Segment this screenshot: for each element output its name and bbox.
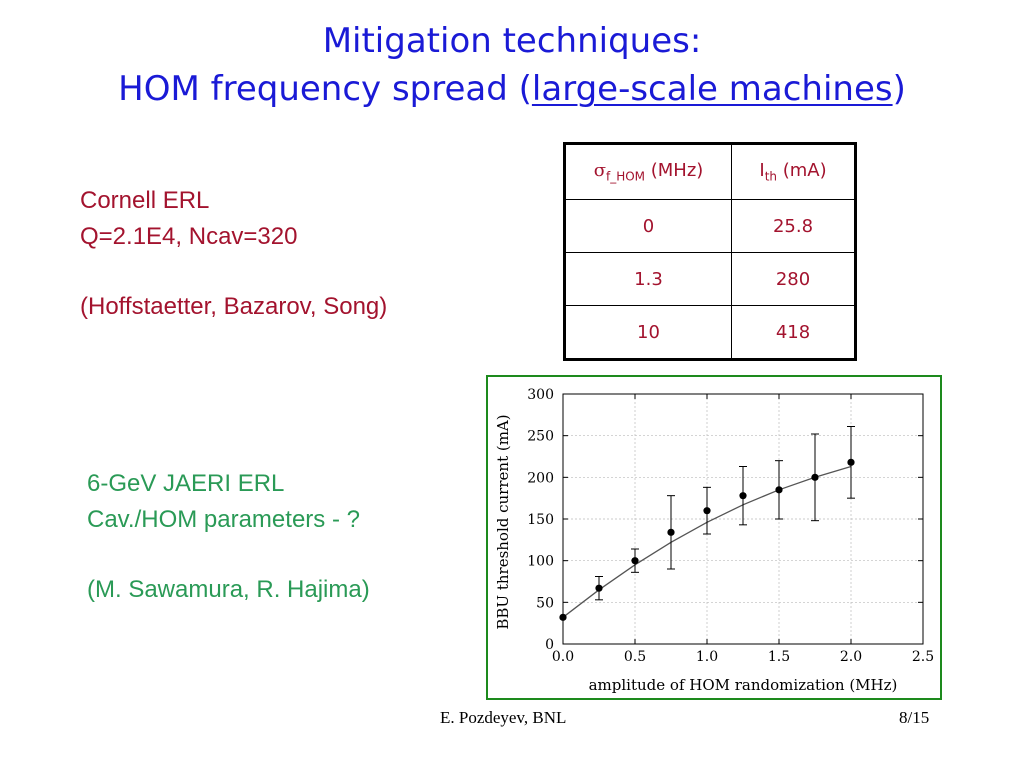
x-tick-label: 0.5	[624, 649, 646, 665]
cornell-line2: Q=2.1E4, Ncav=320	[80, 223, 298, 250]
data-point	[739, 492, 747, 500]
data-point	[559, 613, 567, 621]
y-tick-label: 250	[527, 429, 554, 445]
table-cell: 0	[564, 199, 732, 253]
footer-page-number: 8/15	[899, 708, 930, 727]
table-cell: 418	[731, 305, 856, 360]
slide-title-line1: Mitigation techniques:	[0, 18, 1024, 64]
y-tick-label: 200	[527, 470, 554, 486]
x-axis-label: amplitude of HOM randomization (MHz)	[589, 676, 898, 694]
table-row: 1.3 280	[564, 252, 856, 306]
sigma-subscript: f_HOM	[605, 169, 646, 184]
table-row: 0 25.8	[564, 199, 856, 253]
data-point	[667, 528, 675, 536]
y-tick-label: 300	[527, 387, 554, 403]
ith-subscript: th	[764, 169, 777, 184]
y-tick-label: 50	[536, 595, 554, 611]
x-tick-label: 0.0	[552, 649, 574, 665]
header-sigma-fhom: σf_HOM (MHz)	[564, 143, 732, 200]
jaeri-erl-block: 6-GeV JAERI ERL Cav./HOM parameters - ? …	[87, 466, 370, 608]
slide-title-line2: HOM frequency spread (large-scale machin…	[0, 66, 1024, 112]
table-cell: 1.3	[564, 252, 732, 306]
x-tick-label: 2.0	[840, 649, 862, 665]
footer-author: E. Pozdeyev, BNL	[440, 708, 567, 727]
data-point	[631, 557, 639, 565]
title-link-large-scale-machines[interactable]: large-scale machines	[531, 69, 893, 109]
title-line1-text: Mitigation techniques:	[322, 21, 702, 61]
bbu-threshold-chart-frame: 0 50 100 150 200 250 300 0.0 0.5 1.0 1.5 2.0 2.5 ampl…	[486, 375, 942, 700]
cornell-line1: Cornell ERL	[80, 187, 210, 214]
cornell-line3: (Hoffstaetter, Bazarov, Song)	[80, 293, 388, 320]
table-row: 10 418	[564, 305, 856, 360]
y-tick-label: 0	[545, 637, 554, 653]
x-tick-label: 1.0	[696, 649, 718, 665]
threshold-table: σf_HOM (MHz) Ith (mA) 0 25.8 1.3 280 10 …	[563, 142, 857, 361]
y-tick-label: 150	[527, 512, 554, 528]
table-cell: 10	[564, 305, 732, 360]
data-point	[775, 486, 783, 494]
header-ith: Ith (mA)	[731, 143, 856, 200]
cornell-erl-block: Cornell ERL Q=2.1E4, Ncav=320 (Hoffstaet…	[80, 183, 387, 325]
data-point	[847, 458, 855, 466]
jaeri-line2: Cav./HOM parameters - ?	[87, 506, 360, 533]
data-point	[595, 584, 603, 592]
ith-symbol: I	[759, 160, 765, 182]
header1-unit: (MHz)	[645, 160, 704, 182]
header2-unit: (mA)	[777, 160, 827, 182]
title-line2-suffix: )	[892, 69, 906, 109]
bbu-threshold-chart: 0 50 100 150 200 250 300 0.0 0.5 1.0 1.5 2.0 2.5 ampl…	[494, 387, 934, 694]
table-cell: 25.8	[731, 199, 856, 253]
y-axis-label: BBU threshold current (mA)	[494, 414, 512, 629]
table-cell: 280	[731, 252, 856, 306]
x-tick-label: 2.5	[912, 649, 934, 665]
sigma-symbol: σ	[593, 160, 606, 182]
y-tick-label: 100	[527, 554, 554, 570]
data-point	[811, 473, 819, 481]
jaeri-line3: (M. Sawamura, R. Hajima)	[87, 576, 370, 603]
data-point	[703, 507, 711, 515]
table-header-row: σf_HOM (MHz) Ith (mA)	[564, 143, 856, 200]
x-tick-label: 1.5	[768, 649, 790, 665]
jaeri-line1: 6-GeV JAERI ERL	[87, 470, 285, 497]
title-line2-prefix: HOM frequency spread (	[118, 69, 532, 109]
